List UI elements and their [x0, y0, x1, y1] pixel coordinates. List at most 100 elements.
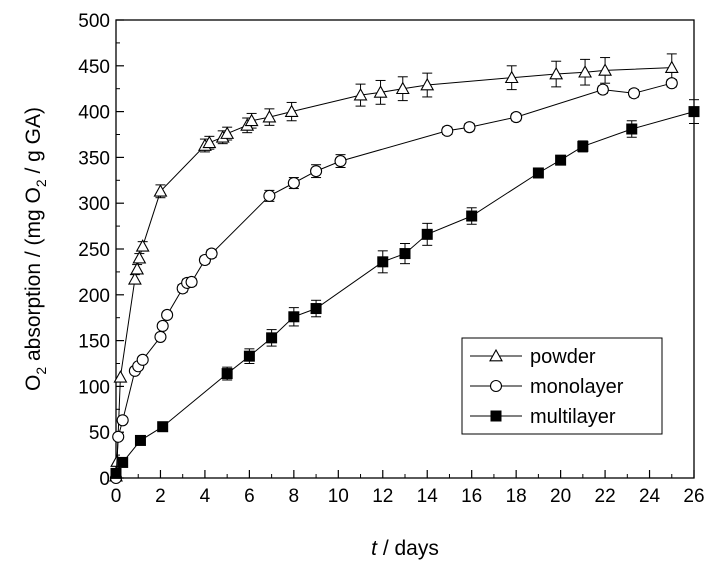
powder-point	[262, 109, 277, 123]
legend-marker-monolayer	[489, 379, 503, 393]
monolayer-point	[112, 430, 125, 443]
y-tick-label: 400	[78, 103, 110, 124]
multilayer-point	[688, 106, 700, 118]
powder-point	[202, 135, 217, 149]
y-tick-label: 450	[78, 57, 110, 78]
multilayer-point	[134, 434, 146, 446]
multilayer-point	[377, 256, 389, 268]
y-tick-label: 500	[78, 11, 110, 32]
x-tick-label: 24	[639, 486, 661, 507]
multilayer-point	[157, 421, 169, 433]
y-axis-title-part-3: / g GA)	[22, 107, 45, 179]
powder-point	[549, 66, 564, 80]
powder-point	[504, 70, 519, 84]
powder-point	[373, 85, 388, 98]
y-axis-title-part-1: O	[22, 375, 45, 391]
x-tick-label: 10	[328, 486, 349, 507]
axis-ticks: 0 2 4 6 8 10 12 14 16 18 20 22 24 2605010015020025030…	[78, 11, 704, 507]
monolayer-point	[205, 247, 218, 260]
monolayer-point	[627, 87, 641, 100]
powder-point	[353, 87, 368, 101]
monolayer-point	[463, 121, 476, 134]
monolayer-point	[334, 155, 347, 168]
multilayer-point	[626, 123, 638, 135]
multilayer-point	[266, 332, 278, 344]
y-tick-label: 0	[99, 469, 110, 490]
legend-marker-multilayer	[490, 410, 502, 422]
x-tick-label: 14	[417, 486, 439, 507]
multilayer-point	[399, 248, 411, 260]
x-tick-label: 0	[111, 486, 122, 507]
powder-point	[395, 81, 410, 95]
y-tick-label: 150	[78, 332, 110, 353]
series-powder	[109, 53, 679, 482]
x-tick-label: 6	[244, 486, 255, 507]
y-axis-title: O2 absorption / (mg O2 / g GA)	[22, 107, 49, 391]
x-tick-label: 22	[595, 486, 616, 507]
powder-point	[127, 272, 142, 285]
x-axis-title: t / days	[371, 537, 439, 560]
legend-label-powder: powder	[530, 346, 596, 368]
x-tick-label: 18	[506, 486, 527, 507]
legend: powder monolayer multilayer	[461, 337, 663, 435]
x-tick-label: 4	[200, 486, 211, 507]
monolayer-point	[310, 165, 323, 178]
powder-point	[598, 63, 613, 76]
monolayer-point	[287, 176, 300, 190]
powder-point	[664, 60, 679, 73]
x-tick-label: 8	[289, 486, 300, 507]
multilayer-point	[110, 467, 122, 479]
monolayer-point	[510, 111, 523, 124]
multilayer-point	[532, 167, 544, 179]
y-tick-label: 100	[78, 377, 110, 398]
y-tick-label: 350	[78, 148, 110, 169]
y-tick-label: 200	[78, 286, 110, 307]
powder-point	[135, 239, 150, 252]
powder-point	[284, 104, 299, 117]
powder-point	[220, 126, 235, 139]
legend-label-monolayer: monolayer	[530, 376, 624, 398]
powder-point	[578, 65, 593, 78]
multilayer-point	[555, 154, 567, 166]
monolayer-point	[665, 77, 678, 90]
x-tick-label: 26	[683, 486, 704, 507]
monolayer-point	[441, 124, 454, 137]
x-tick-label: 2	[155, 486, 166, 507]
powder-point	[244, 113, 259, 127]
powder-point	[130, 262, 145, 275]
x-axis-title-italic: t	[371, 537, 378, 560]
y-axis-title-sub-2: 2	[33, 179, 49, 187]
monolayer-point	[596, 83, 609, 96]
multilayer-point	[466, 210, 478, 222]
legend-marker-powder	[489, 348, 503, 362]
y-tick-label: 50	[89, 423, 110, 444]
monolayer-point	[136, 353, 149, 366]
x-tick-label: 16	[461, 486, 482, 507]
multilayer-point	[421, 228, 433, 240]
y-axis-title-part-2: absorption / (mg O	[22, 187, 45, 367]
monolayer-point	[154, 330, 167, 343]
multilayer-point	[243, 350, 255, 362]
monolayer-point	[263, 189, 276, 202]
monolayer-point	[161, 308, 174, 322]
powder-point	[132, 251, 147, 264]
powder-point	[420, 77, 435, 91]
x-tick-label: 20	[550, 486, 571, 507]
multilayer-point	[288, 311, 300, 323]
x-tick-label: 12	[372, 486, 393, 507]
powder-point	[113, 370, 128, 383]
multilayer-point	[221, 368, 233, 380]
monolayer-point	[185, 275, 198, 289]
multilayer-point	[577, 140, 589, 152]
monolayer-point	[156, 319, 169, 332]
powder-point	[153, 184, 168, 197]
series-multilayer	[110, 99, 700, 479]
y-axis-title-sub-1: 2	[33, 367, 49, 375]
multilayer-point	[310, 303, 322, 315]
legend-items: powder monolayer multilayer	[470, 346, 624, 428]
monolayer-point	[116, 414, 129, 427]
x-axis-title-rest: / days	[377, 537, 439, 560]
y-tick-label: 250	[78, 240, 110, 261]
series-layer	[109, 53, 700, 485]
